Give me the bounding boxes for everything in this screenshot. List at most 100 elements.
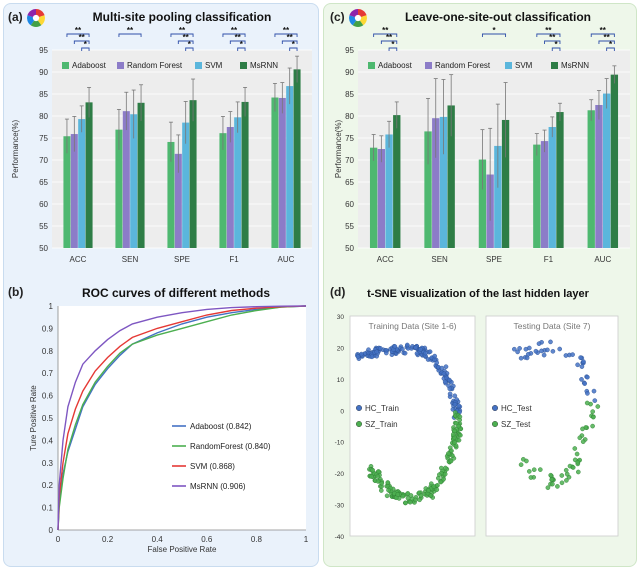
- hc-point: [413, 345, 419, 350]
- sz-point: [443, 465, 448, 471]
- significance-marker: *: [492, 26, 496, 35]
- sz-point: [572, 446, 578, 451]
- hc-point: [432, 353, 438, 359]
- hc-point: [443, 364, 449, 370]
- significance-bracket: [536, 33, 561, 37]
- y-tick-label: 0.6: [42, 392, 54, 401]
- legend-swatch: [356, 405, 363, 412]
- sz-point: [434, 487, 440, 493]
- panel-label: (d): [330, 285, 345, 299]
- hc-point: [447, 391, 453, 397]
- legend-swatch: [425, 62, 432, 69]
- chart-title: t-SNE visualization of the last hidden l…: [367, 288, 590, 300]
- y-tick-label: 75: [345, 134, 354, 143]
- plot-area: [358, 50, 630, 248]
- hc-point: [400, 346, 405, 352]
- hc-point: [439, 365, 445, 371]
- significance-bracket: [229, 40, 246, 44]
- sz-point: [375, 474, 381, 479]
- panel-label: (a): [8, 10, 23, 24]
- sz-point: [438, 479, 444, 485]
- sz-point: [386, 487, 391, 493]
- legend-swatch: [356, 421, 363, 428]
- y-tick-label: 75: [39, 134, 48, 143]
- sz-point: [370, 467, 376, 473]
- legend-label: MsRNN (0.906): [190, 482, 246, 491]
- bar: [293, 69, 301, 248]
- y-tick-label: 65: [39, 178, 48, 187]
- bar: [556, 112, 564, 248]
- sz-point: [577, 435, 583, 441]
- roc-curve: [57, 305, 307, 531]
- significance-marker: **: [600, 26, 607, 35]
- bar: [271, 97, 279, 249]
- x-tick-label: ACC: [70, 255, 87, 264]
- y-tick-label: 0.4: [42, 436, 54, 445]
- significance-bracket: [73, 40, 90, 44]
- subplot-title: Training Data (Site 1-6): [368, 321, 456, 331]
- hc-point: [392, 344, 398, 349]
- hc-point: [423, 350, 428, 356]
- bar: [234, 117, 242, 248]
- sz-point: [405, 491, 411, 496]
- sz-point: [591, 414, 596, 420]
- sz-point: [418, 493, 424, 498]
- hc-point: [512, 346, 517, 352]
- hc-point: [591, 388, 597, 394]
- bar: [174, 153, 182, 248]
- y-tick-label: 55: [345, 222, 354, 231]
- significance-marker: **: [75, 26, 82, 35]
- panel-b-roc-chart: (b) ROC curves of different methods 0 0.2 0.…: [8, 285, 309, 554]
- hc-point: [550, 348, 556, 354]
- x-tick-label: 0.2: [102, 535, 114, 544]
- hc-point: [414, 351, 420, 356]
- sz-point: [426, 488, 431, 493]
- significance-marker: **: [545, 26, 552, 35]
- sz-point: [564, 478, 569, 483]
- significance-bracket: [590, 33, 615, 37]
- y-tick-label: 85: [345, 90, 354, 99]
- y-tick-label: -10: [335, 440, 345, 447]
- y-tick-label: 0: [340, 408, 344, 415]
- hc-point: [585, 374, 590, 380]
- significance-bracket: [551, 47, 561, 51]
- legend-label: Adaboost: [378, 61, 413, 70]
- logo-center: [32, 14, 40, 22]
- significance-bracket: [81, 47, 90, 51]
- significance-bracket: [222, 33, 246, 37]
- hc-point: [427, 349, 433, 355]
- sz-point: [580, 439, 586, 445]
- sz-point: [548, 472, 554, 478]
- bar: [137, 102, 145, 248]
- sz-point: [376, 469, 381, 474]
- x-tick-label: ACC: [377, 255, 394, 264]
- bar: [587, 110, 595, 248]
- hc-point: [575, 362, 580, 368]
- sz-point: [590, 423, 595, 429]
- bar: [501, 119, 510, 249]
- bar: [85, 102, 93, 248]
- chart-title: Multi-site pooling classification: [93, 10, 272, 24]
- x-tick-label: 0.4: [152, 535, 164, 544]
- significance-marker: **: [127, 26, 134, 35]
- legend-label: MsRNN: [250, 61, 278, 70]
- hc-point: [355, 354, 361, 359]
- significance-marker: *: [555, 40, 559, 49]
- y-axis-label: Performance(%): [334, 120, 343, 179]
- bar: [424, 131, 432, 248]
- sz-point: [595, 404, 601, 409]
- x-tick-label: F1: [544, 255, 554, 264]
- bar: [226, 127, 234, 248]
- roc-curve: [57, 305, 307, 531]
- hc-point: [518, 355, 524, 361]
- hc-point: [446, 377, 452, 383]
- pie-logo-icon: [349, 9, 367, 28]
- sz-point: [442, 471, 448, 477]
- bar: [369, 147, 378, 248]
- significance-marker: **: [604, 33, 611, 42]
- subplot-title: Testing Data (Site 7): [513, 321, 590, 331]
- sz-point: [545, 485, 551, 491]
- bar: [241, 101, 249, 248]
- hc-point: [541, 352, 547, 358]
